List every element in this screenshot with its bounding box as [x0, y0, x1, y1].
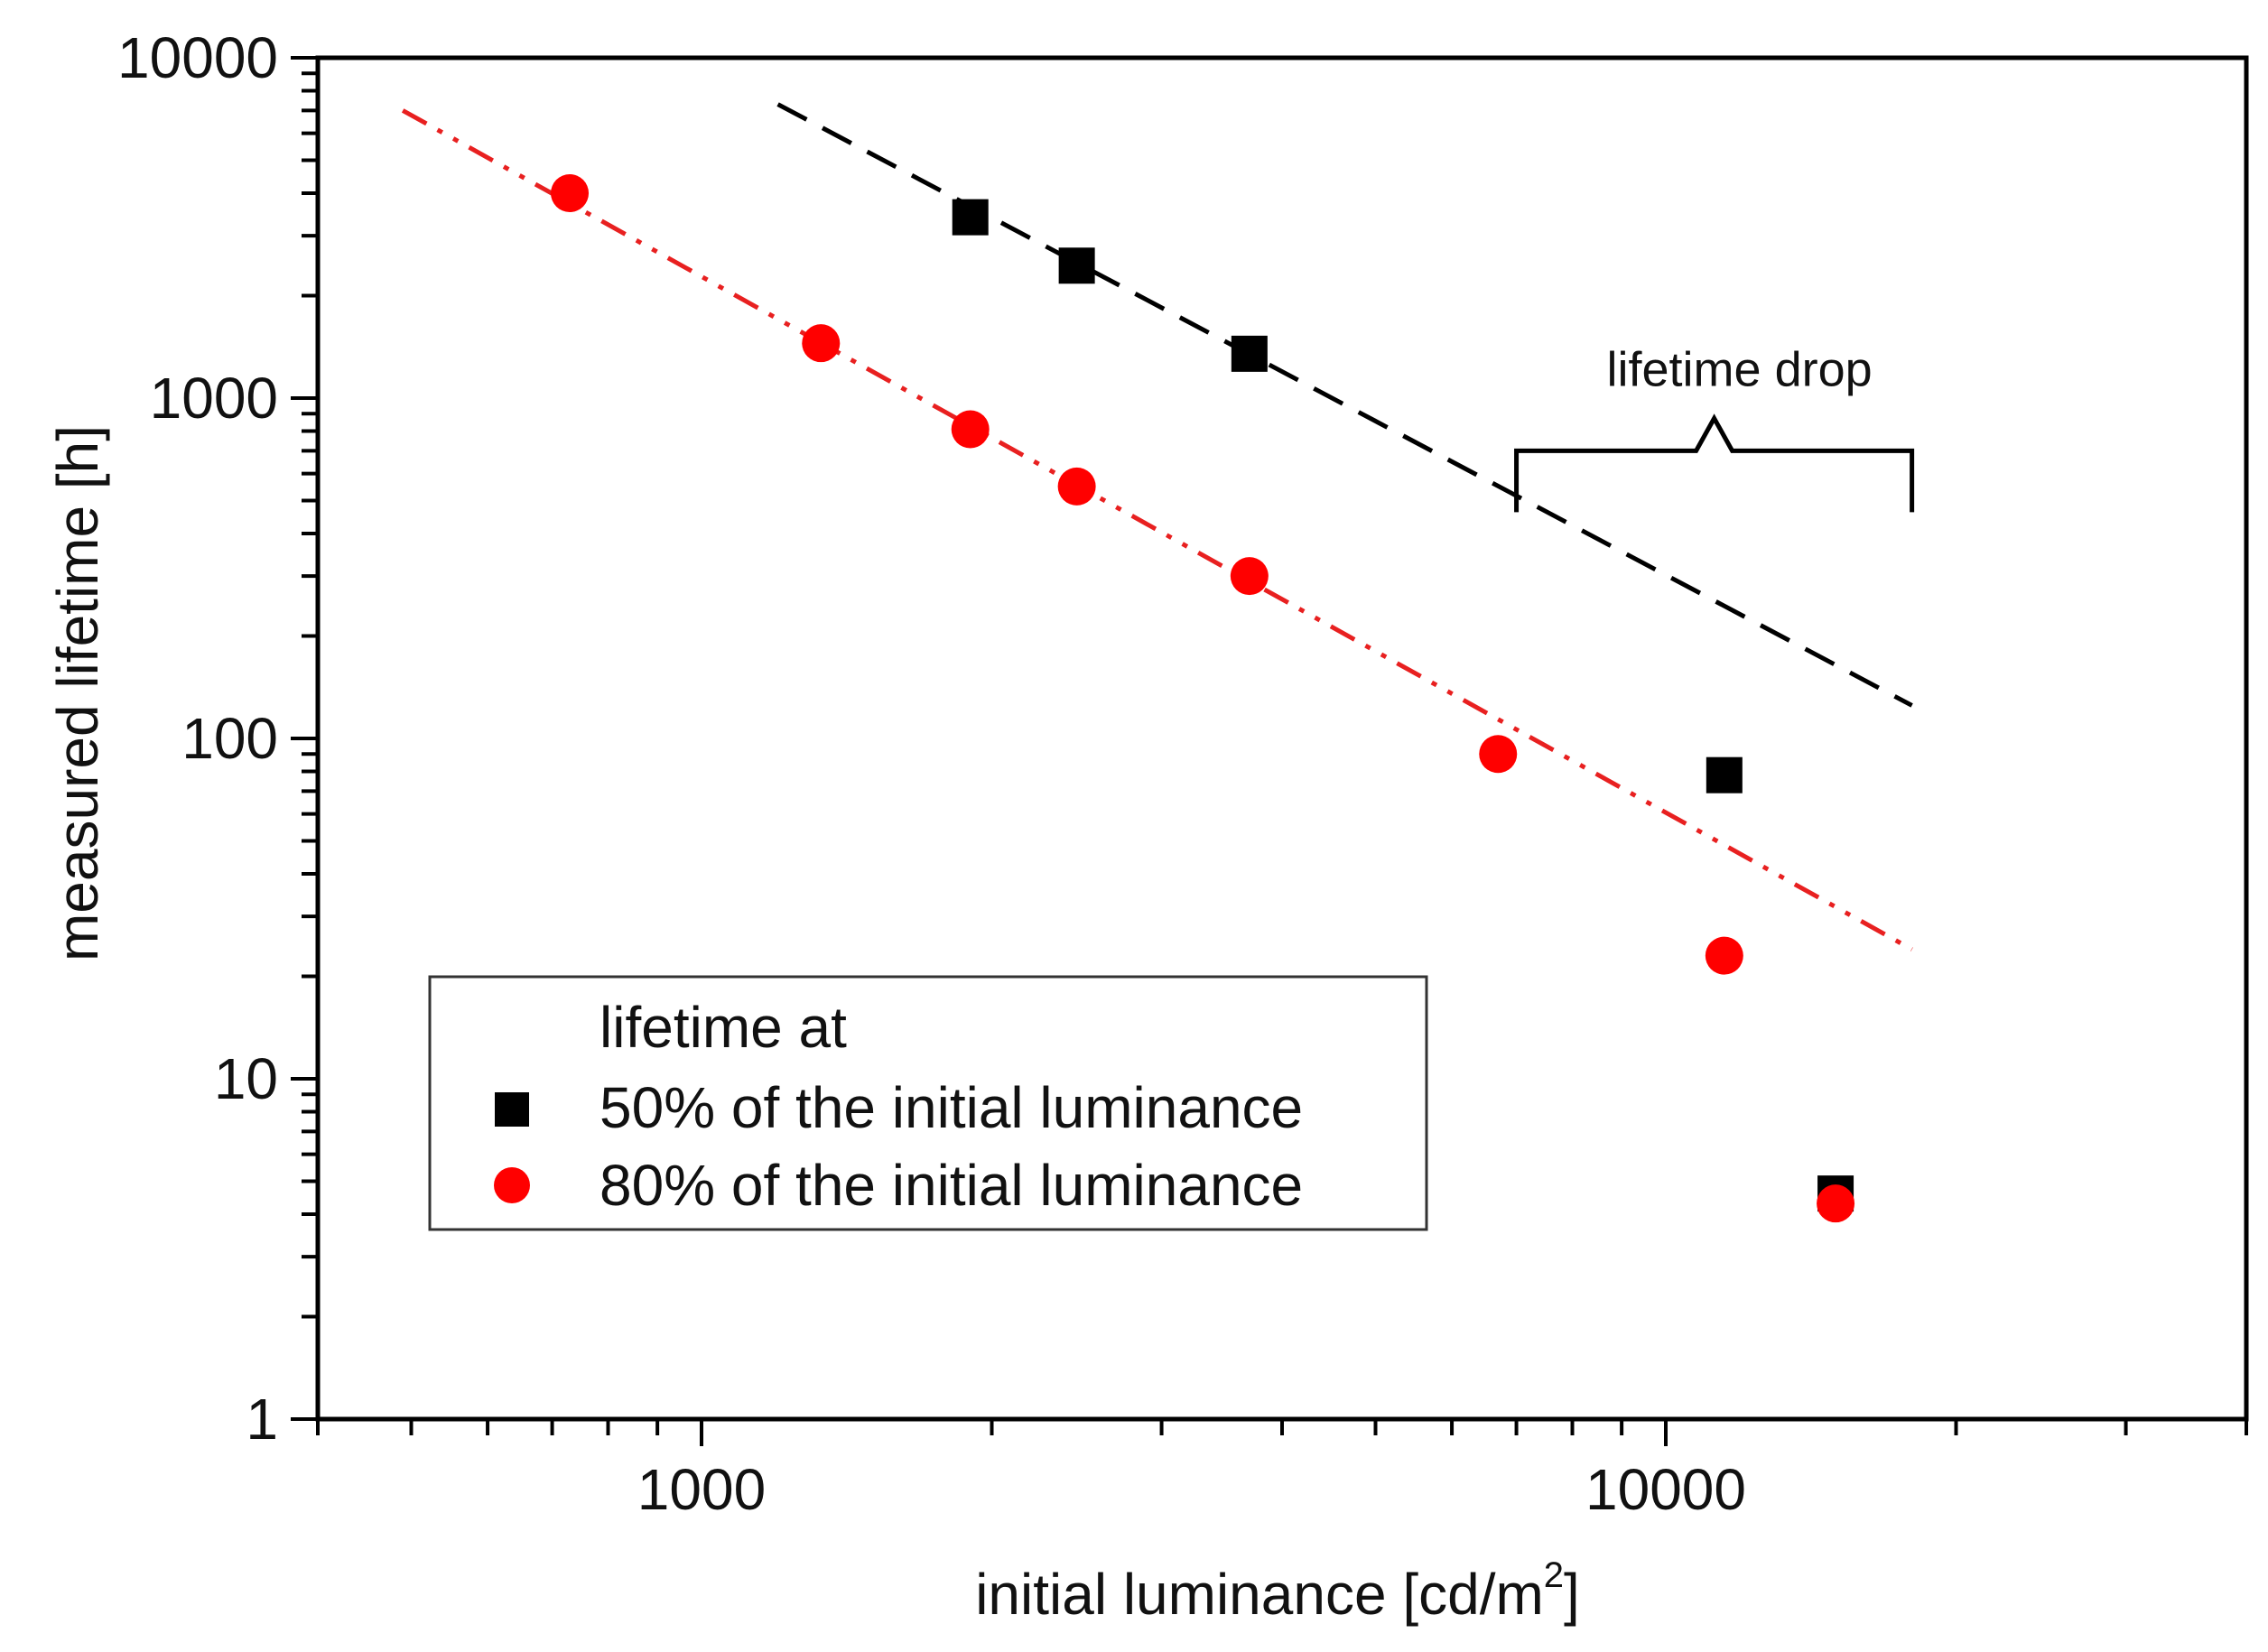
data-point-50: [1231, 335, 1268, 372]
major-ticks: [291, 56, 1668, 1446]
data-point-80: [551, 174, 590, 213]
y-tick-label: 1: [246, 1387, 278, 1452]
y-tick-label: 100: [181, 706, 278, 771]
x-axis-title-suffix: ]: [1564, 1562, 1580, 1627]
data-point-50: [1058, 247, 1095, 284]
y-tick-label: 10000: [117, 25, 278, 90]
data-point-80: [1705, 936, 1743, 975]
x-axis-title-main: initial luminance [cd/m: [975, 1562, 1544, 1627]
lifetime-drop-annotation: lifetime drop: [1514, 342, 1915, 513]
data-point-50: [952, 199, 989, 236]
data-point-80: [1230, 557, 1269, 596]
data-point-80: [951, 410, 990, 449]
x-axis-title-superscript: 2: [1544, 1555, 1564, 1595]
fit-line-50: [776, 102, 1913, 708]
plot-frame: [315, 55, 2249, 1422]
data-point-80: [1817, 1184, 1855, 1223]
data-point-80: [802, 324, 841, 363]
legend-marker-square: [495, 1092, 529, 1127]
legend-box: [428, 975, 1428, 1231]
data-point-80: [1057, 467, 1096, 506]
y-tick-label: 10: [214, 1046, 278, 1111]
tick-labels: 1000 10000 1 10 100 1000 10000: [117, 25, 1746, 1522]
y-tick-label: 1000: [150, 366, 278, 431]
lifetime-drop-label: lifetime drop: [1607, 342, 1873, 396]
legend-title: lifetime at: [600, 995, 847, 1060]
legend-marker-circle: [494, 1167, 530, 1203]
data-point-80: [1479, 735, 1518, 774]
legend: lifetime at 50% of the initial luminance…: [428, 975, 1428, 1231]
data-point-50: [1706, 756, 1743, 794]
data-markers: [551, 174, 1855, 1223]
x-axis-title: initial luminance [cd/m2]: [975, 1555, 1580, 1627]
minor-ticks: [302, 71, 2248, 1435]
x-tick-label: 10000: [1585, 1457, 1746, 1522]
y-axis-title: measured lifetime [h]: [45, 425, 110, 961]
legend-entry-80: 80% of the initial luminance: [600, 1153, 1303, 1218]
legend-entry-50: 50% of the initial luminance: [600, 1075, 1303, 1140]
x-tick-label: 1000: [637, 1457, 766, 1522]
fit-lines: [401, 102, 1913, 951]
lifetime-drop-brace: [1514, 413, 1915, 513]
fit-line-80: [401, 108, 1913, 951]
